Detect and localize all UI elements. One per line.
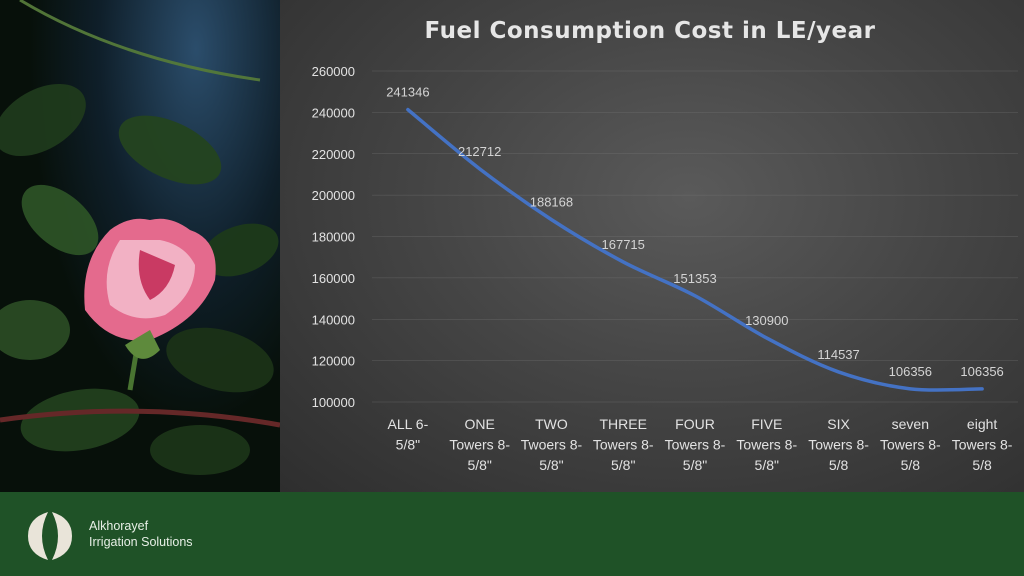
data-label: 212712 (458, 144, 501, 159)
y-tick-label: 220000 (312, 147, 355, 162)
data-label: 130900 (745, 313, 788, 328)
x-tick-label: FIVE Towers 8-5/8" (736, 416, 797, 473)
series-line (406, 107, 984, 392)
x-tick-label: FOUR Towers 8-5/8" (665, 416, 726, 473)
y-tick-label: 140000 (312, 312, 355, 327)
data-label: 106356 (960, 364, 1003, 379)
x-tick-label: THREE Towers 8-5/8" (593, 416, 654, 473)
cotton-flower-photo (0, 0, 280, 492)
company-name-line1: Alkhorayef (89, 519, 149, 533)
company-logo (28, 512, 72, 560)
y-tick-label: 100000 (312, 395, 355, 410)
y-axis-ticks: 100000 120000 140000 160000 180000 200000 2200… (312, 64, 355, 410)
y-tick-label: 160000 (312, 271, 355, 286)
line-chart: Fuel Consumption Cost in LE/year 1000001… (312, 18, 1018, 473)
y-tick-label: 260000 (312, 64, 355, 79)
gridlines (372, 70, 1018, 403)
x-tick-label: SIX Towers 8-5/8 (808, 416, 869, 473)
data-label: 114537 (817, 347, 859, 362)
x-axis-ticks: ALL 6-5/8" ONE Towers 8-5/8"TWO Twoers 8-5/… (388, 416, 1013, 473)
data-label: 188168 (530, 195, 573, 210)
data-labels: 241346 212712 188168 167715 151353 130900 1145… (386, 85, 1004, 379)
x-tick-label: ALL 6-5/8" (388, 416, 429, 453)
data-label: 106356 (889, 364, 932, 379)
x-tick-label: eight Towers 8-5/8 (952, 416, 1013, 473)
y-tick-label: 180000 (312, 230, 355, 245)
y-tick-label: 200000 (312, 188, 355, 203)
data-label: 241346 (386, 85, 429, 100)
x-tick-label: ONE Towers 8-5/8" (449, 416, 510, 473)
y-tick-label: 240000 (312, 105, 355, 120)
data-label: 151353 (673, 271, 716, 286)
footer-bar (0, 492, 1024, 576)
y-tick-label: 120000 (312, 354, 355, 369)
x-tick-label: seven Towers 8-5/8 (880, 416, 941, 473)
company-name: Alkhorayef Irrigation Solutions (89, 518, 193, 550)
company-name-line2: Irrigation Solutions (89, 535, 193, 549)
x-tick-label: TWO Twoers 8-5/8" (521, 416, 583, 473)
chart-title: Fuel Consumption Cost in LE/year (425, 18, 876, 44)
chart-panel: Fuel Consumption Cost in LE/year 100000 1… (280, 0, 1024, 492)
data-label: 167715 (602, 237, 645, 252)
